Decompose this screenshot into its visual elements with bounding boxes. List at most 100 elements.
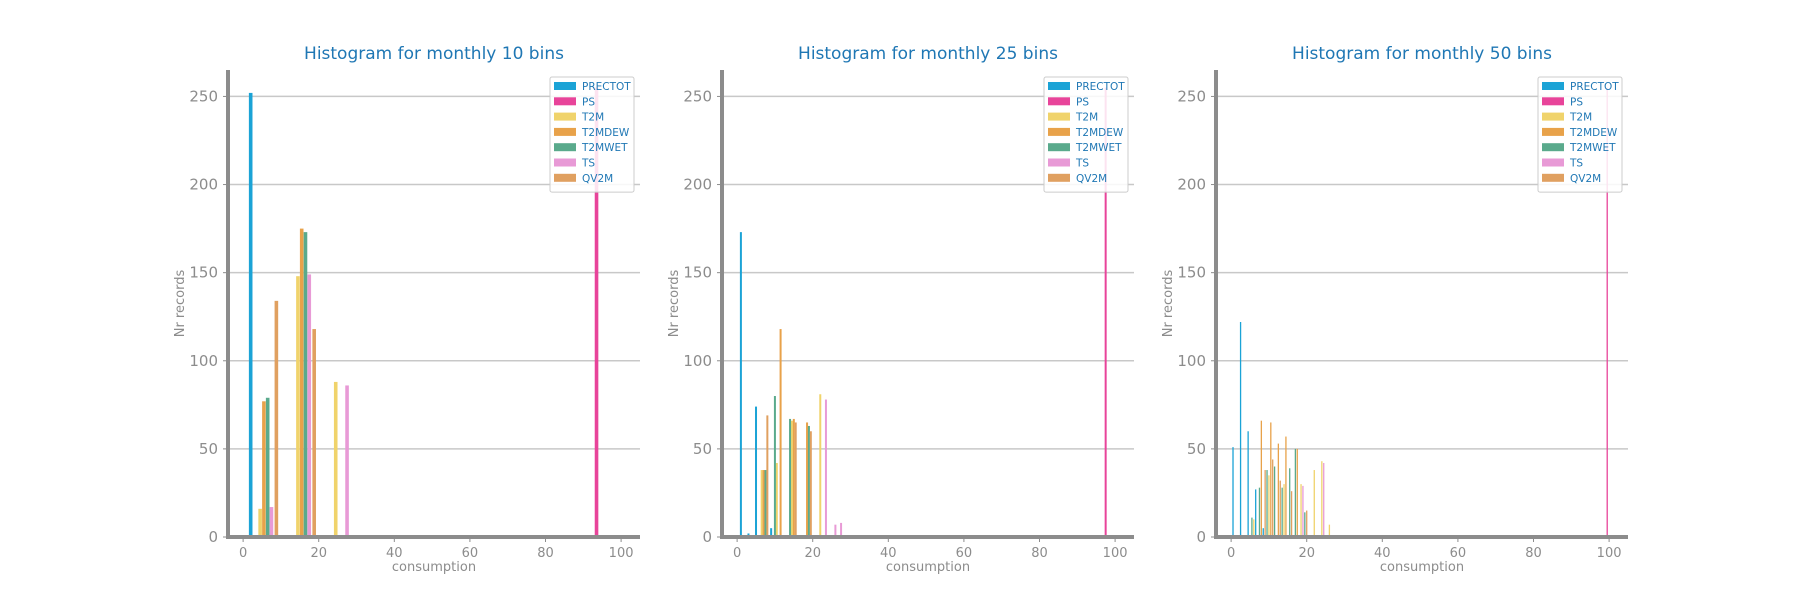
legend-label-ts: TS bbox=[1569, 158, 1583, 170]
bar-t2m bbox=[333, 381, 338, 537]
bar-qv2m bbox=[766, 415, 769, 537]
bar-t2mwet bbox=[807, 425, 810, 537]
bar-qv2m bbox=[794, 422, 797, 537]
x-tick-label: 20 bbox=[804, 546, 821, 561]
bar-t2mwet bbox=[764, 470, 767, 537]
legend-label-prectot: PRECTOT bbox=[582, 81, 631, 93]
legend-swatch-t2m bbox=[554, 112, 576, 121]
legend-label-ps: PS bbox=[1076, 96, 1089, 108]
legend-label-t2mdew: T2MDEW bbox=[1569, 127, 1618, 139]
bar-ts bbox=[307, 274, 312, 537]
bar-t2mwet bbox=[1251, 517, 1253, 537]
y-tick-label: 150 bbox=[189, 264, 218, 282]
legend-swatch-t2m bbox=[1542, 112, 1564, 121]
legend-label-t2mwet: T2MWET bbox=[581, 142, 628, 154]
legend-label-t2mdew: T2MDEW bbox=[581, 127, 630, 139]
legend-label-t2m: T2M bbox=[581, 112, 604, 124]
bar-t2m bbox=[1313, 470, 1315, 537]
legend-label-t2mwet: T2MWET bbox=[1075, 142, 1122, 154]
bar-t2m bbox=[1283, 484, 1285, 537]
chart-panel-3: 0 50 100 150 200 250 0 20 40 60 80 100 Histogram for… bbox=[1161, 44, 1628, 575]
x-tick-label: 40 bbox=[386, 546, 403, 561]
legend-swatch-ts bbox=[554, 158, 576, 167]
bar-t2m bbox=[1321, 461, 1323, 537]
bar-t2m bbox=[296, 276, 300, 537]
bar-t2mdew bbox=[1296, 448, 1298, 537]
legend-label-qv2m: QV2M bbox=[582, 173, 613, 185]
x-tick-label: 20 bbox=[310, 546, 327, 561]
x-tick-label: 100 bbox=[609, 546, 634, 561]
x-axis-label: consumption bbox=[886, 560, 970, 575]
y-tick-label: 200 bbox=[189, 176, 218, 194]
y-axis-label: Nr records bbox=[1161, 270, 1176, 338]
y-tick-label: 50 bbox=[693, 440, 712, 458]
legend-swatch-ps bbox=[554, 97, 576, 106]
bar-prectot bbox=[739, 232, 742, 537]
x-tick-label: 0 bbox=[733, 546, 741, 561]
x-tick-label: 40 bbox=[1374, 546, 1391, 561]
x-tick-label: 100 bbox=[1103, 546, 1128, 561]
legend-label-ps: PS bbox=[582, 96, 595, 108]
legend-label-t2mdew: T2MDEW bbox=[1075, 127, 1124, 139]
x-tick-label: 60 bbox=[462, 546, 479, 561]
legend-swatch-t2mwet bbox=[1542, 143, 1564, 152]
legend-swatch-prectot bbox=[1542, 82, 1564, 90]
legend-swatch-prectot bbox=[1048, 82, 1070, 90]
bar-t2mdew bbox=[1277, 443, 1280, 537]
legend-swatch-t2mwet bbox=[554, 143, 576, 152]
bar-qv2m bbox=[1306, 510, 1308, 537]
bar-qv2m bbox=[1272, 459, 1274, 537]
chart-panel-1: 0 50 100 150 200 250 0 20 40 60 80 100 Histogram for… bbox=[173, 44, 640, 575]
bar-ps bbox=[1606, 87, 1608, 537]
bar-t2mwet bbox=[773, 396, 776, 537]
bar-t2mwet bbox=[265, 397, 270, 537]
bar-ts bbox=[1302, 485, 1304, 537]
y-axis-label: Nr records bbox=[173, 270, 188, 338]
bar-qv2m bbox=[809, 431, 812, 537]
bar-t2m bbox=[1253, 519, 1255, 537]
x-tick-label: 60 bbox=[1450, 546, 1467, 561]
legend-label-prectot: PRECTOT bbox=[1076, 81, 1125, 93]
y-tick-label: 250 bbox=[683, 87, 712, 105]
bar-t2mwet bbox=[1273, 466, 1276, 537]
bar-t2m bbox=[258, 508, 262, 537]
x-axis-label: consumption bbox=[1380, 560, 1464, 575]
y-axis-label: Nr records bbox=[667, 270, 682, 338]
bar-t2mdew bbox=[299, 228, 304, 538]
bar-t2m bbox=[790, 420, 793, 537]
bar-qv2m bbox=[312, 329, 316, 537]
x-tick-label: 0 bbox=[239, 546, 247, 561]
legend-swatch-ts bbox=[1048, 158, 1070, 167]
bar-t2m bbox=[819, 394, 822, 537]
legend-label-t2m: T2M bbox=[1569, 112, 1592, 124]
legend: PRECTOT PS T2M T2MDEW T2MWET TS QV2M bbox=[1043, 76, 1129, 193]
bar-t2mwet bbox=[1266, 470, 1268, 537]
legend-swatch-prectot bbox=[554, 82, 576, 90]
bar-qv2m bbox=[274, 300, 279, 537]
bar-ts bbox=[824, 399, 827, 537]
y-tick-label: 250 bbox=[189, 87, 218, 105]
chart-title: Histogram for monthly 25 bins bbox=[798, 44, 1058, 64]
legend: PRECTOT PS T2M T2MDEW T2MWET TS QV2M bbox=[1537, 76, 1623, 193]
bar-t2m bbox=[760, 470, 763, 537]
bar-prectot bbox=[755, 406, 758, 537]
x-tick-label: 20 bbox=[1298, 546, 1315, 561]
bar-t2mwet bbox=[1258, 487, 1261, 537]
y-tick-label: 50 bbox=[199, 440, 218, 458]
bar-t2m bbox=[1268, 475, 1270, 537]
y-tick-label: 150 bbox=[1177, 264, 1206, 282]
bar-t2mwet bbox=[303, 232, 308, 537]
bar-prectot bbox=[1232, 447, 1234, 537]
legend-swatch-t2m bbox=[1048, 112, 1070, 121]
bar-t2mdew bbox=[762, 470, 765, 537]
bar-t2mwet bbox=[1281, 487, 1283, 537]
bar-t2mdew bbox=[779, 329, 782, 537]
bar-qv2m bbox=[1290, 491, 1293, 537]
bar-prectot bbox=[1247, 431, 1249, 537]
bar-ps bbox=[594, 87, 599, 537]
y-tick-label: 100 bbox=[1177, 352, 1206, 370]
bar-t2mwet bbox=[1294, 448, 1297, 537]
bar-t2mdew bbox=[806, 422, 809, 537]
bar-prectot bbox=[1262, 528, 1264, 537]
bar-prectot bbox=[248, 92, 253, 538]
